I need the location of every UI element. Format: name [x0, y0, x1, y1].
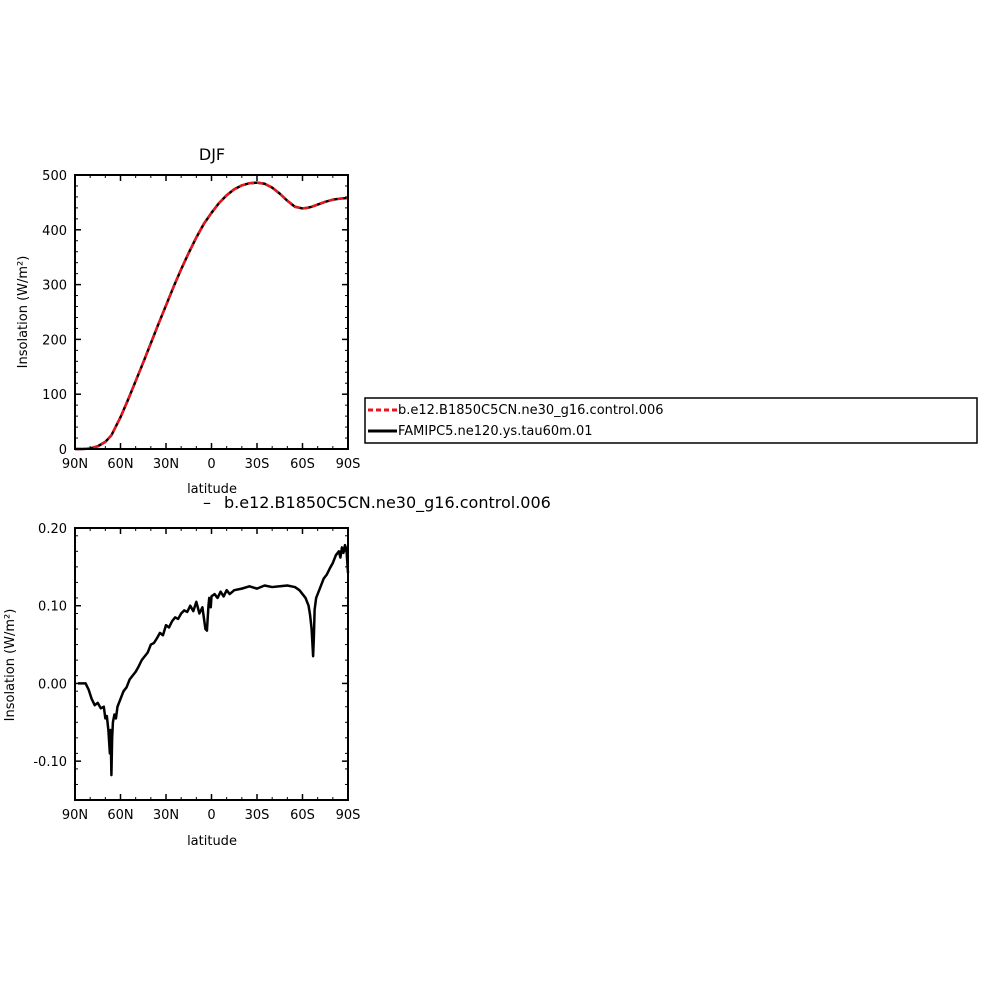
legend-box: [364, 397, 978, 444]
top-y-tick-label: 500: [42, 169, 67, 184]
bottom-x-axis-label: latitude: [187, 834, 237, 849]
bottom-plot-frame: [74, 527, 349, 801]
top-x-tick-label: 60S: [290, 457, 315, 472]
top-panel: DJF 90N 60N 30N 0 30S 60S 90S0100200300400500 …: [16, 145, 360, 497]
top-x-tick-label: 90S: [336, 457, 361, 472]
bottom-x-tick-label: 90N: [62, 808, 88, 823]
bottom-x-tick-label: 60N: [107, 808, 133, 823]
bottom-y-tick-label: 0.00: [38, 677, 67, 692]
top-y-tick-label: 200: [42, 333, 67, 348]
legend-label-famip: FAMIPC5.ne120.ys.tau60m.01: [398, 424, 593, 439]
bottom-series-line-0: [78, 543, 350, 777]
bottom-subtitle-prefix: –: [203, 493, 211, 512]
bottom-x-tick-label: 30S: [245, 808, 270, 823]
top-x-tick-label: 0: [207, 457, 215, 472]
bottom-y-tick-label: -0.10: [33, 755, 67, 770]
top-x-axis-label: latitude: [187, 482, 237, 497]
bottom-panel: – b.e12.B1850C5CN.ne30_g16.control.006 9…: [3, 493, 551, 849]
bottom-y-tick-label: 0.10: [38, 600, 67, 615]
top-panel-title: DJF: [199, 145, 225, 164]
top-y-tick-label: 100: [42, 388, 67, 403]
bottom-y-axis-label: Insolation (W/m²): [3, 609, 18, 722]
bottom-x-tick-label: 90S: [336, 808, 361, 823]
top-x-tick-label: 30N: [153, 457, 179, 472]
legend-label-control: b.e12.B1850C5CN.ne30_g16.control.006: [398, 403, 664, 418]
top-y-axis-label: Insolation (W/m²): [16, 256, 31, 369]
bottom-x-tick-label: 30N: [153, 808, 179, 823]
bottom-x-tick-label: 0: [207, 808, 215, 823]
top-x-tick-label: 60N: [107, 457, 133, 472]
top-plot-frame: [74, 174, 349, 450]
top-series-line-1: [75, 181, 349, 451]
bottom-x-tick-label: 60S: [290, 808, 315, 823]
top-x-tick-label: 90N: [62, 457, 88, 472]
top-series-line-0: [75, 181, 349, 451]
bottom-y-tick-label: 0.20: [38, 522, 67, 537]
top-y-tick-label: 300: [42, 279, 67, 294]
top-y-tick-label: 400: [42, 224, 67, 239]
bottom-subtitle: b.e12.B1850C5CN.ne30_g16.control.006: [224, 493, 551, 513]
legend: b.e12.B1850C5CN.ne30_g16.control.006 FAM…: [364, 397, 978, 444]
bottom-series-group: [78, 543, 350, 777]
top-series-group: [75, 181, 349, 451]
top-y-tick-label: 0: [59, 443, 67, 458]
top-x-tick-label: 30S: [245, 457, 270, 472]
